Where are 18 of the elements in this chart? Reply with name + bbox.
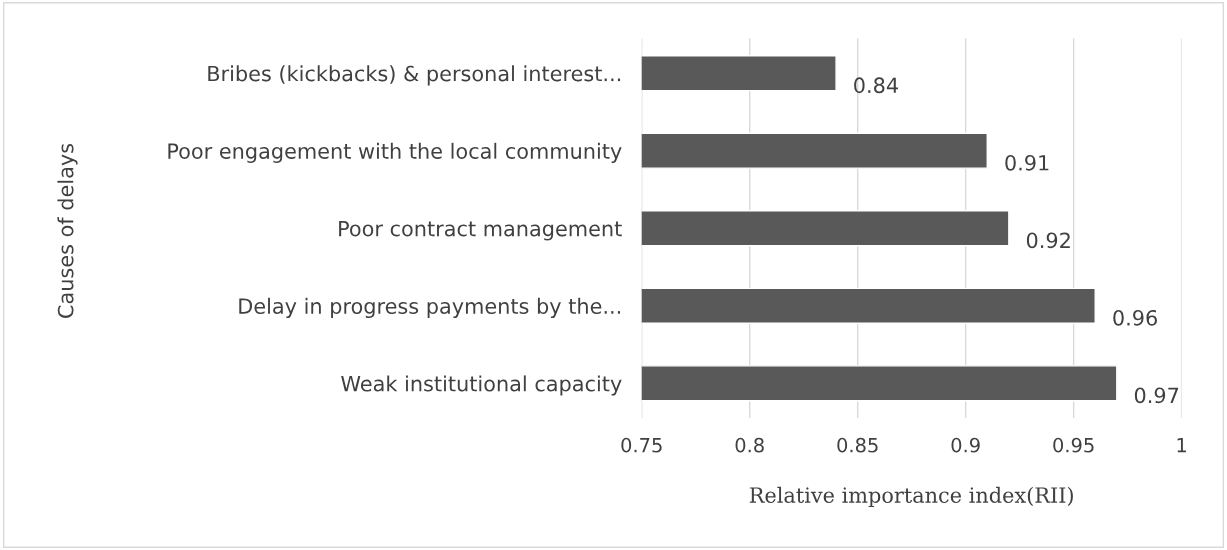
x-tick-label: 0.9 — [951, 437, 980, 453]
y-tick-label: Poor contract management — [339, 220, 622, 241]
data-label: 0.92 — [1026, 232, 1070, 249]
x-tick-label: 0.95 — [1053, 437, 1094, 453]
data-label: 0.91 — [1005, 154, 1049, 171]
x-tick-label: 0.85 — [837, 437, 878, 453]
y-tick-label: Weak institutional capacity — [341, 375, 622, 396]
data-label: 0.96 — [1113, 309, 1157, 326]
data-label: 0.97 — [1134, 387, 1179, 404]
data-label: 0.84 — [854, 77, 898, 94]
x-tick-label: 1 — [1177, 438, 1186, 453]
y-tick-label: Bribes (kickbacks) & personal interest... — [208, 65, 621, 86]
x-tick-label: 0.75 — [621, 437, 662, 453]
y-axis-title: Causes of delays — [57, 143, 78, 318]
x-axis-title: Relative importance index(RII) — [749, 486, 1073, 507]
x-tick-label: 0.8 — [735, 437, 764, 453]
y-tick-label: Poor engagement with the local community — [168, 142, 622, 163]
y-tick-label: Delay in progress payments by the... — [239, 297, 621, 319]
